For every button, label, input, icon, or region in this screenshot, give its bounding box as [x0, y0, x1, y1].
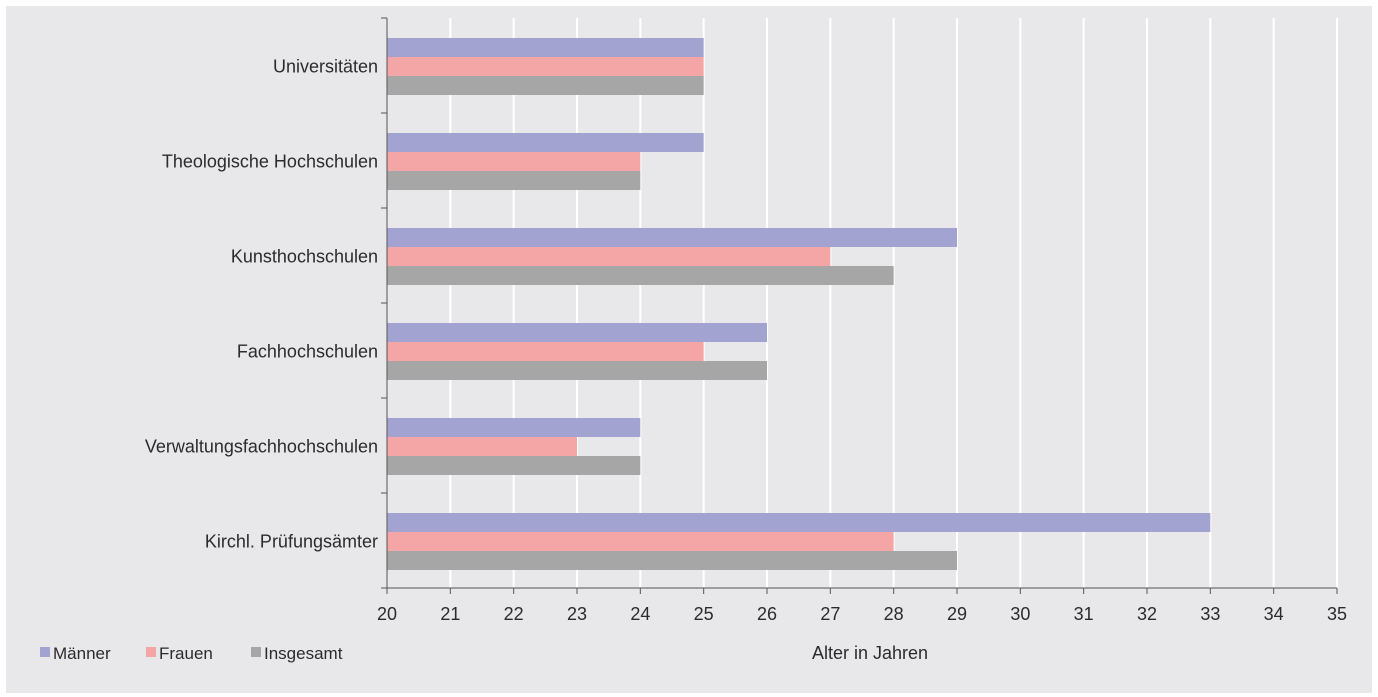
bar-männer	[387, 133, 704, 152]
legend-label: Frauen	[159, 644, 213, 663]
bar-insgesamt	[387, 76, 704, 95]
category-label: Verwaltungsfachhochschulen	[145, 437, 378, 457]
legend-item-frauen: Frauen	[146, 644, 213, 663]
grid-lines	[449, 18, 1338, 588]
bar-insgesamt	[387, 266, 894, 285]
x-tick-label: 29	[947, 604, 967, 624]
x-tick-label: 35	[1327, 604, 1347, 624]
bar-insgesamt	[387, 361, 767, 380]
tick-labels: 20 21 22 23 24 25 26 27 28 29 30 31 32 33 34 35	[377, 604, 1347, 624]
bar-frauen	[387, 57, 704, 76]
bar-frauen	[387, 247, 831, 266]
x-tick-label: 31	[1074, 604, 1094, 624]
bar-männer	[387, 38, 704, 57]
bar-männer	[387, 418, 641, 437]
x-tick-label: 23	[567, 604, 587, 624]
category-label: Universitäten	[273, 57, 378, 77]
bar-männer	[387, 513, 1211, 532]
x-tick-label: 28	[884, 604, 904, 624]
legend-swatch	[251, 647, 261, 657]
x-tick-label: 34	[1264, 604, 1284, 624]
bar-frauen	[387, 152, 641, 171]
x-tick-label: 32	[1137, 604, 1157, 624]
bar-insgesamt	[387, 456, 641, 475]
category-label: Fachhochschulen	[237, 342, 378, 362]
bar-männer	[387, 323, 767, 342]
bar-frauen	[387, 342, 704, 361]
x-axis-label: Alter in Jahren	[812, 643, 928, 663]
axes	[381, 17, 1338, 594]
x-tick-label: 30	[1010, 604, 1030, 624]
legend: Männer Frauen Insgesamt	[40, 644, 343, 663]
category-labels: Universitäten Theologische Hochschulen Kun…	[145, 57, 378, 552]
bar-frauen	[387, 437, 577, 456]
legend-item-männer: Männer	[40, 644, 111, 663]
category-label: Theologische Hochschulen	[162, 152, 378, 172]
legend-label: Insgesamt	[264, 644, 343, 663]
legend-swatch	[40, 647, 50, 657]
x-tick-label: 25	[694, 604, 714, 624]
x-tick-label: 21	[440, 604, 460, 624]
legend-swatch	[146, 647, 156, 657]
x-tick-label: 33	[1200, 604, 1220, 624]
x-tick-label: 22	[504, 604, 524, 624]
x-tick-label: 20	[377, 604, 397, 624]
x-tick-label: 24	[630, 604, 650, 624]
legend-item-insgesamt: Insgesamt	[251, 644, 343, 663]
bar-männer	[387, 228, 957, 247]
bar-insgesamt	[387, 551, 957, 570]
bars	[387, 38, 1211, 570]
legend-label: Männer	[53, 644, 111, 663]
bar-frauen	[387, 532, 894, 551]
x-tick-label: 27	[820, 604, 840, 624]
x-tick-label: 26	[757, 604, 777, 624]
category-label: Kirchl. Prüfungsämter	[205, 532, 378, 552]
category-label: Kunsthochschulen	[231, 247, 378, 267]
bar-insgesamt	[387, 171, 641, 190]
